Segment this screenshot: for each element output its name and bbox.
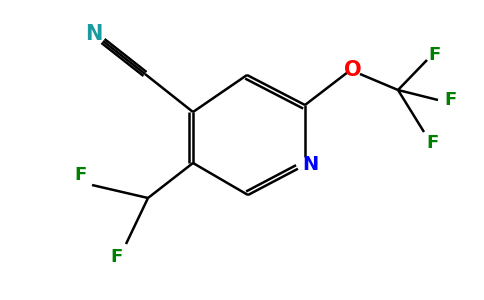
- Text: N: N: [85, 24, 103, 44]
- Text: N: N: [302, 155, 318, 175]
- Text: F: F: [110, 248, 122, 266]
- Text: F: F: [74, 166, 86, 184]
- Text: F: F: [429, 46, 441, 64]
- Text: F: F: [444, 91, 456, 109]
- Text: O: O: [344, 60, 362, 80]
- Text: F: F: [426, 134, 438, 152]
